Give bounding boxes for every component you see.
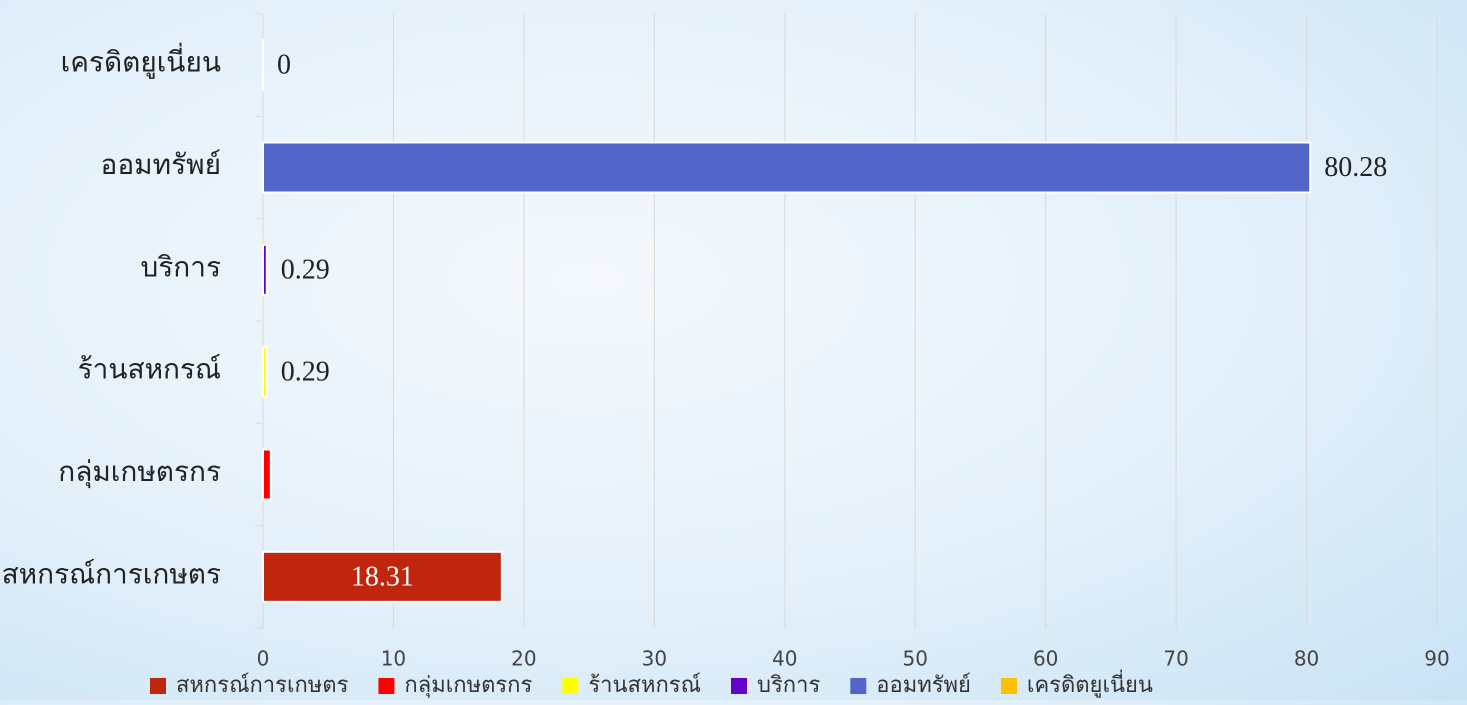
legend-label: ร้านสหกรณ์ [588, 673, 701, 698]
x-tick-label: 30 [642, 647, 667, 671]
legend-label: ออมทรัพย์ [876, 673, 971, 698]
y-tick-label: ออมทรัพย์ [101, 149, 221, 181]
y-tick-label: เครดิตยูเนี่ยน [61, 43, 221, 80]
legend-swatch [562, 678, 578, 694]
data-label: 0.29 [281, 254, 330, 285]
x-tick-label: 10 [381, 647, 406, 671]
x-tick-label: 90 [1424, 647, 1449, 671]
legend-swatch [378, 678, 394, 694]
x-tick-label: 60 [1033, 647, 1058, 671]
bar [263, 245, 267, 295]
legend-swatch [1001, 678, 1017, 694]
bar [263, 143, 1310, 193]
legend-label: เครดิตยูเนี่ยน [1027, 669, 1153, 698]
data-label: 18.31 [351, 561, 414, 592]
bar [263, 347, 267, 397]
legend-swatch [850, 678, 866, 694]
y-tick-label: กลุ่มเกษตรกร [58, 457, 221, 489]
data-label: 0.29 [281, 357, 330, 388]
legend-label: สหกรณ์การเกษตร [176, 673, 349, 698]
x-tick-label: 0 [257, 647, 270, 671]
x-tick-label: 80 [1294, 647, 1319, 671]
legend-swatch [731, 678, 747, 694]
y-tick-label: ร้านสหกรณ์ [78, 354, 221, 386]
data-label: 80.28 [1324, 152, 1387, 183]
data-label: 0 [277, 50, 291, 81]
y-tick-label: บริการ [140, 252, 221, 283]
x-tick-label: 50 [902, 647, 927, 671]
legend-label: บริการ [757, 673, 820, 698]
x-tick-label: 70 [1163, 647, 1188, 671]
bar [263, 450, 271, 500]
x-tick-label: 40 [772, 647, 797, 671]
y-tick-label: สหกรณ์การเกษตร [2, 558, 221, 590]
x-tick-label: 20 [511, 647, 536, 671]
legend-swatch [150, 678, 166, 694]
legend-label: กลุ่มเกษตรกร [404, 673, 532, 698]
